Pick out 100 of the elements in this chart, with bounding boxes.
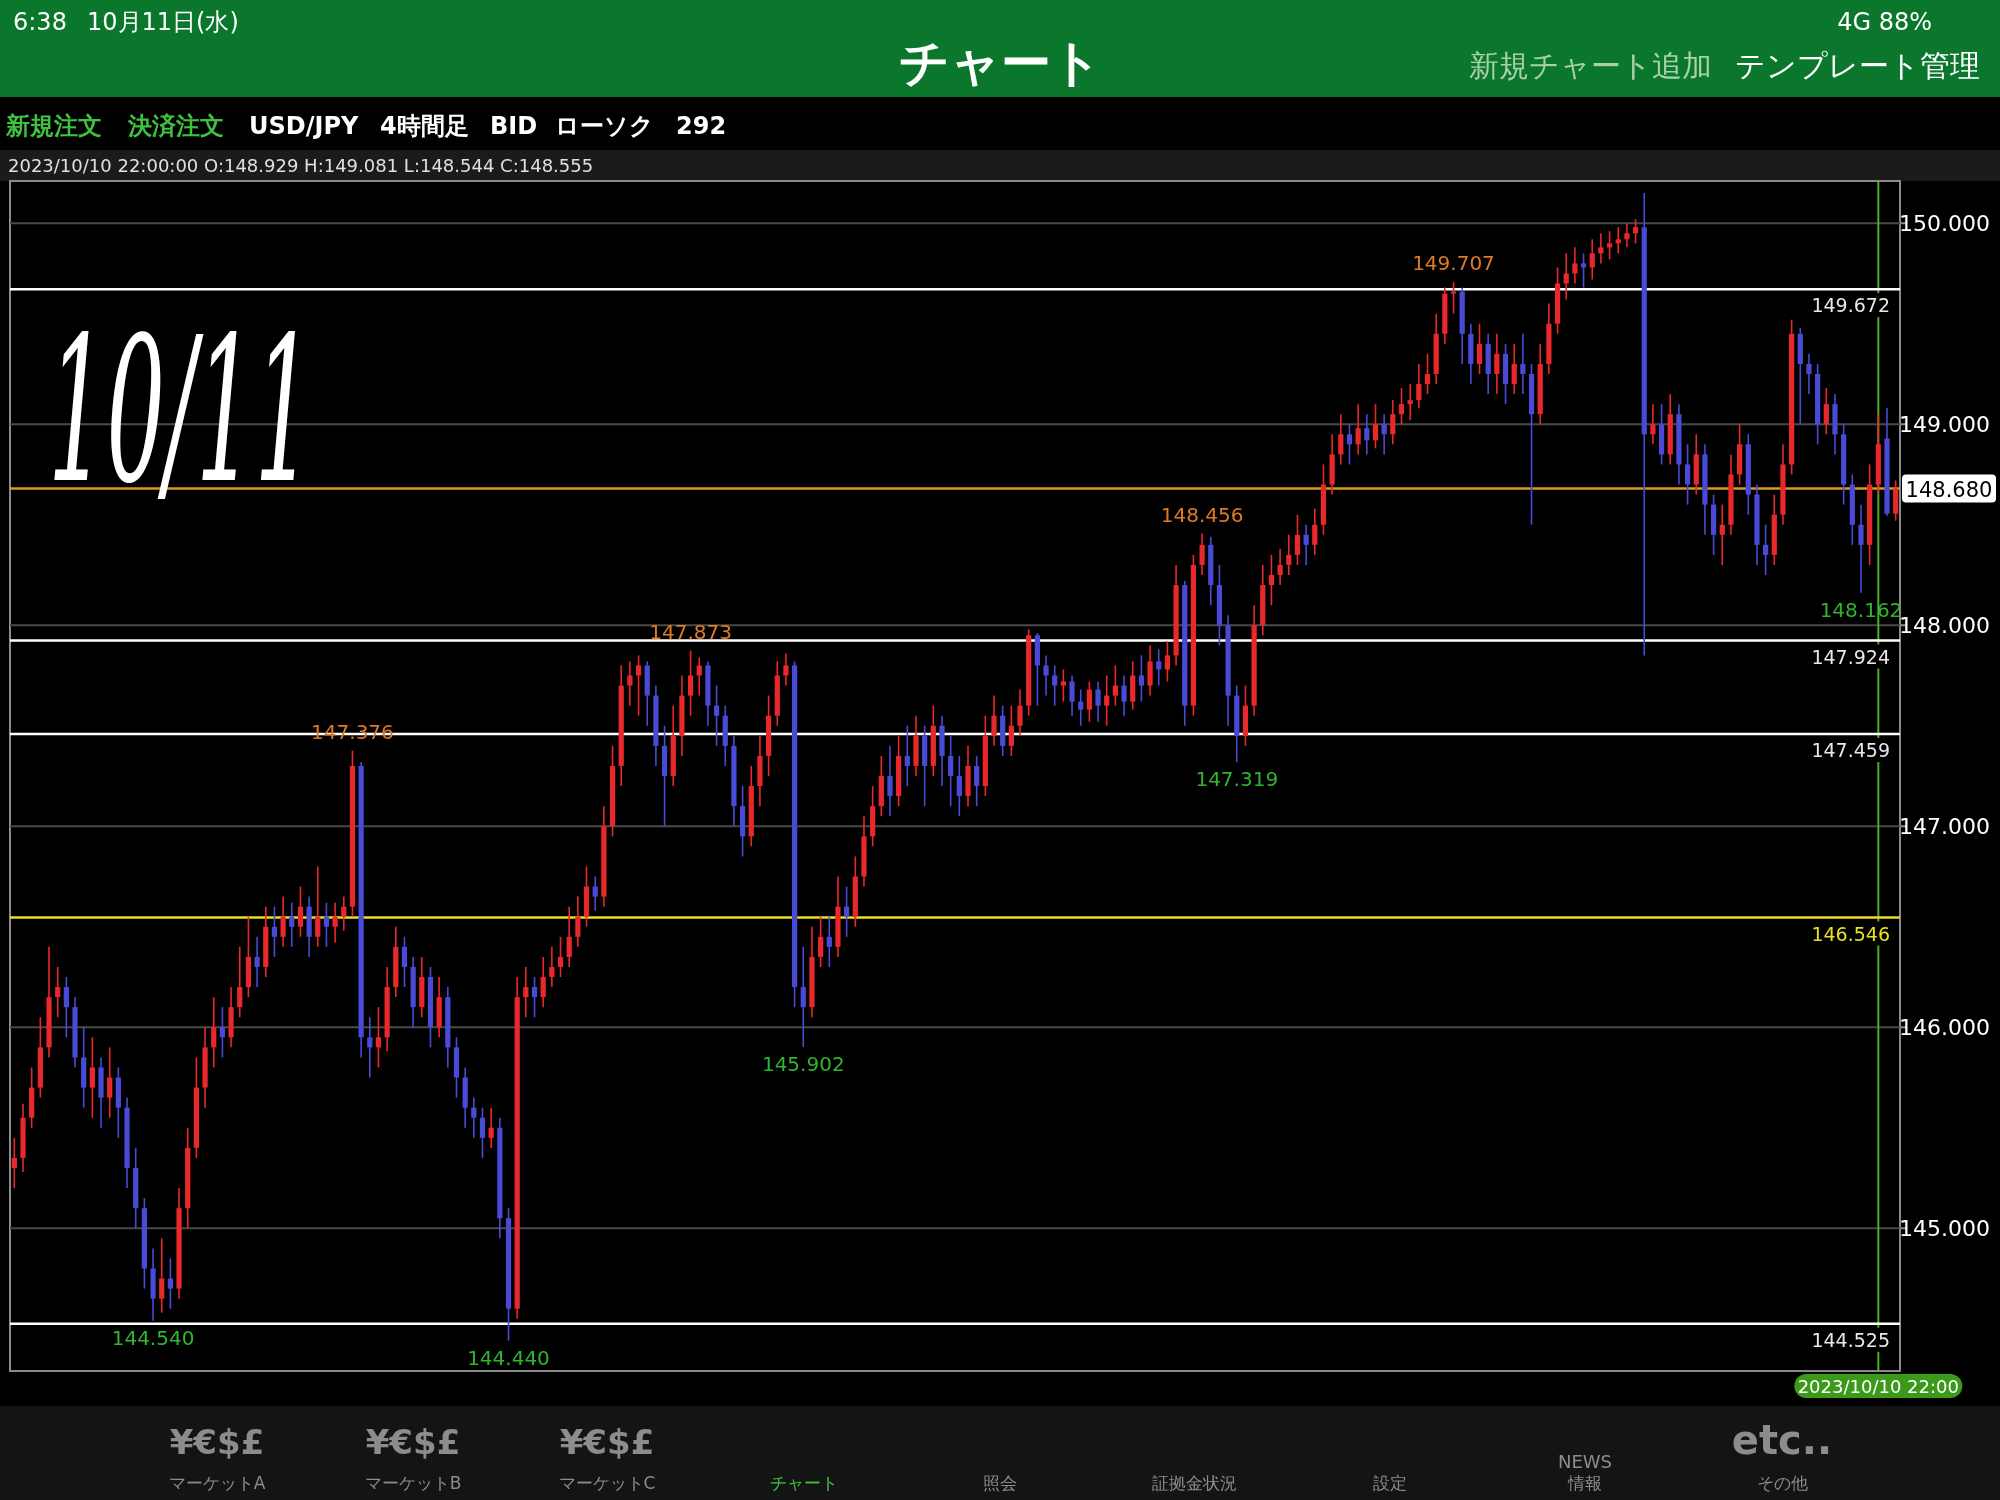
ref-line-label: 146.546 <box>1811 922 1890 945</box>
text: USD/JPY <box>249 112 359 140</box>
candlestick <box>549 946 555 988</box>
text: 10月11日(水) <box>87 8 239 36</box>
candlestick <box>1823 387 1829 436</box>
candlestick <box>1763 523 1769 576</box>
candlestick <box>1494 332 1500 395</box>
y-tick-label: 150.000 <box>1899 211 1990 237</box>
price-tag: 148.680 <box>1902 474 1996 503</box>
candlestick <box>687 649 694 717</box>
candlestick <box>1398 387 1405 426</box>
text: 決済注文 <box>127 112 224 140</box>
candlestick <box>1450 281 1457 315</box>
candlestick <box>1138 654 1144 703</box>
candlestick <box>254 936 260 988</box>
y-tick-label: 149.000 <box>1899 412 1990 438</box>
candlestick <box>1268 554 1275 606</box>
candlestick <box>800 946 806 1048</box>
annotation: 145.902 <box>761 1051 845 1076</box>
candlestick <box>1294 513 1301 566</box>
candlestick <box>956 755 962 817</box>
chart-subtitle: 2023/10/10 22:00:00 O:148.929 H:149.081 L:148.544 C:148.555 <box>8 155 594 176</box>
candlestick <box>89 1036 95 1119</box>
candlestick <box>1580 252 1587 289</box>
candlestick <box>1407 383 1413 422</box>
text: ローソク <box>555 112 654 140</box>
candlestick <box>575 895 581 948</box>
candlestick <box>375 1006 382 1069</box>
candlestick <box>1121 674 1127 717</box>
ref-line-label: 144.525 <box>1811 1328 1890 1351</box>
candlestick <box>479 1106 486 1159</box>
text: 照会 <box>983 1473 1017 1493</box>
candlestick <box>323 901 330 948</box>
candlestick <box>783 652 789 687</box>
text: マーケットB <box>364 1473 462 1493</box>
candlestick <box>401 936 408 988</box>
text: 4G 88% <box>1837 8 1932 36</box>
ref-line-label: 147.459 <box>1811 738 1890 761</box>
candlestick <box>1364 413 1370 456</box>
candlestick <box>531 976 538 1019</box>
candlestick <box>1104 674 1110 727</box>
text: その他 <box>1756 1473 1808 1493</box>
text: 新規チャート追加 <box>1469 48 1712 83</box>
candlestick <box>159 1237 165 1314</box>
y-tick-label: 146.000 <box>1899 1015 1990 1041</box>
candlestick <box>991 694 997 747</box>
text: テンプレート管理 <box>1735 48 1980 83</box>
candlestick <box>488 1106 494 1149</box>
candlestick <box>167 1257 173 1310</box>
candlestick <box>1372 403 1379 450</box>
candlestick <box>826 915 832 968</box>
candlestick <box>1650 403 1656 446</box>
candlestick <box>1156 648 1162 687</box>
candlestick <box>1355 403 1361 456</box>
annotation: 147.873 <box>649 619 732 644</box>
candlestick <box>635 654 642 717</box>
candlestick <box>566 905 572 968</box>
candlestick <box>219 1006 226 1059</box>
annotation: 10/11 <box>48 294 625 527</box>
annotation: 149.707 <box>1412 251 1495 276</box>
candlestick <box>1078 688 1084 727</box>
candlestick <box>63 976 69 1039</box>
candlestick <box>1624 222 1630 249</box>
candlestick <box>1806 353 1812 395</box>
candlestick <box>1286 533 1292 576</box>
y-tick-label: 147.000 <box>1899 814 1990 840</box>
annotation: 144.440 <box>467 1345 550 1370</box>
candlestick <box>1416 363 1422 409</box>
candlestick <box>1112 664 1118 707</box>
chart-title: チャート <box>898 34 1102 92</box>
candlestick <box>297 885 304 938</box>
candlestick <box>1008 704 1014 757</box>
candlestick <box>332 901 338 944</box>
text: 情報 <box>1567 1473 1602 1493</box>
text: 4時間足 <box>380 112 469 140</box>
candlestick <box>1606 230 1613 261</box>
text: 新規注文 <box>5 112 102 140</box>
candlestick <box>1303 523 1309 566</box>
candlestick <box>1390 399 1396 446</box>
text: チャート <box>770 1473 838 1493</box>
candlestick <box>1060 668 1066 703</box>
candlestick <box>1017 688 1023 737</box>
candlestick <box>55 966 61 1019</box>
candlestick <box>887 745 893 817</box>
candlestick <box>1858 503 1864 594</box>
candlestick <box>1346 423 1353 466</box>
candlestick <box>627 660 633 707</box>
candlestick <box>1476 322 1483 375</box>
candlestick <box>315 865 321 948</box>
candlestick <box>1719 503 1725 566</box>
candlestick <box>557 936 564 978</box>
text: マーケットA <box>168 1473 266 1493</box>
candlestick <box>1069 674 1075 717</box>
candlestick <box>1572 246 1578 285</box>
candlestick <box>1589 238 1595 281</box>
text: etc.. <box>1731 1417 1833 1463</box>
y-tick-label: 145.000 <box>1899 1216 1990 1242</box>
annotation: 148.456 <box>1160 502 1244 527</box>
candlestick <box>974 755 980 807</box>
candlestick <box>592 875 598 912</box>
